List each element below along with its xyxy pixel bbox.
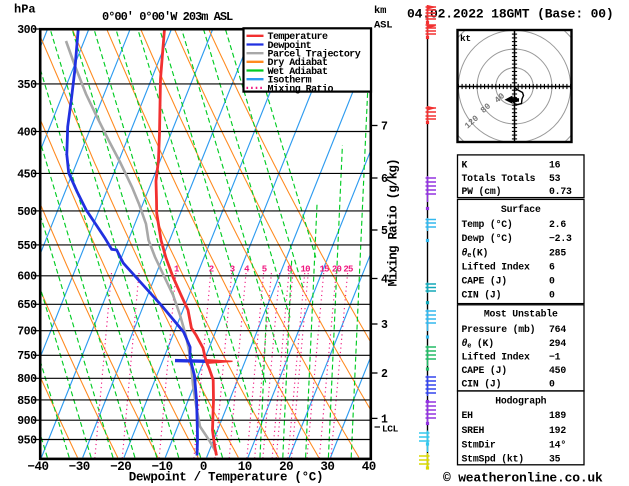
- svg-text:Dewp (°C): Dewp (°C): [462, 233, 513, 244]
- svg-text:189: 189: [549, 410, 566, 421]
- svg-text:650: 650: [17, 299, 37, 312]
- svg-text:0: 0: [549, 276, 555, 287]
- svg-text:Mixing Ratio: Mixing Ratio: [268, 83, 334, 95]
- svg-text:4: 4: [244, 264, 250, 274]
- svg-text:40: 40: [362, 460, 376, 474]
- svg-text:10: 10: [300, 264, 310, 274]
- svg-text:3: 3: [381, 319, 388, 332]
- svg-text:750: 750: [17, 350, 37, 363]
- svg-text:900: 900: [17, 415, 37, 428]
- svg-text:2: 2: [381, 368, 388, 381]
- svg-text:K: K: [462, 159, 468, 170]
- svg-text:CIN (J): CIN (J): [462, 290, 502, 301]
- svg-text:192: 192: [549, 425, 566, 436]
- svg-text:550: 550: [17, 240, 37, 253]
- svg-text:−1: −1: [549, 351, 561, 362]
- svg-text:7: 7: [381, 121, 388, 134]
- svg-text:53: 53: [549, 173, 561, 184]
- svg-text:km: km: [374, 5, 386, 17]
- svg-text:800: 800: [17, 373, 37, 386]
- svg-text:4: 4: [381, 274, 388, 287]
- svg-text:−30: −30: [69, 460, 90, 474]
- svg-text:450: 450: [17, 168, 37, 181]
- svg-text:Lifted Index: Lifted Index: [462, 261, 530, 272]
- svg-text:StmDir: StmDir: [462, 440, 496, 451]
- svg-text:35: 35: [549, 454, 561, 465]
- svg-text:Temp (°C): Temp (°C): [462, 219, 513, 230]
- svg-text:Isotherm: Isotherm: [268, 75, 312, 87]
- svg-text:2: 2: [209, 264, 214, 274]
- svg-text:Lifted Index: Lifted Index: [462, 351, 530, 362]
- svg-text:0: 0: [549, 290, 555, 301]
- svg-text:20: 20: [332, 264, 342, 274]
- svg-text:CAPE (J): CAPE (J): [462, 365, 507, 376]
- svg-text:Pressure (mb): Pressure (mb): [462, 324, 536, 335]
- svg-text:8: 8: [287, 264, 292, 274]
- svg-text:StmSpd (kt): StmSpd (kt): [462, 454, 524, 465]
- svg-text:294: 294: [549, 338, 566, 349]
- svg-text:10: 10: [238, 460, 252, 474]
- svg-text:θe(K): θe(K): [462, 247, 489, 259]
- svg-text:−20: −20: [110, 460, 131, 474]
- svg-text:1: 1: [174, 264, 180, 274]
- svg-text:14°: 14°: [549, 440, 566, 451]
- svg-text:Most Unstable: Most Unstable: [484, 308, 558, 319]
- svg-text:CAPE (J): CAPE (J): [462, 276, 507, 287]
- svg-text:Surface: Surface: [501, 204, 541, 215]
- svg-text:16: 16: [549, 159, 561, 170]
- svg-text:−2.3: −2.3: [549, 233, 572, 244]
- svg-text:Dewpoint: Dewpoint: [268, 40, 312, 52]
- svg-text:CIN (J): CIN (J): [462, 379, 502, 390]
- svg-text:Totals Totals: Totals Totals: [462, 173, 536, 184]
- svg-text:−40: −40: [27, 460, 48, 474]
- svg-text:1: 1: [381, 413, 388, 426]
- svg-text:kt: kt: [460, 33, 471, 44]
- svg-text:EH: EH: [462, 410, 474, 421]
- svg-text:400: 400: [17, 126, 37, 139]
- svg-text:Temperature: Temperature: [268, 32, 329, 43]
- svg-text:20: 20: [279, 460, 293, 474]
- svg-text:6: 6: [381, 173, 388, 186]
- svg-text:15: 15: [319, 264, 329, 274]
- svg-text:© weatheronline.co.uk: © weatheronline.co.uk: [443, 471, 603, 486]
- svg-text:Wet Adiabat: Wet Adiabat: [268, 66, 329, 78]
- svg-text:6: 6: [549, 261, 555, 272]
- svg-text:ASL: ASL: [374, 20, 392, 32]
- svg-text:764: 764: [549, 324, 566, 335]
- svg-text:PW (cm): PW (cm): [462, 186, 502, 197]
- svg-text:0: 0: [200, 460, 207, 474]
- svg-text:2.6: 2.6: [549, 219, 566, 230]
- svg-text:04.02.2022 18GMT (Base: 00): 04.02.2022 18GMT (Base: 00): [407, 7, 614, 22]
- svg-text:950: 950: [17, 434, 37, 447]
- svg-text:5: 5: [381, 225, 388, 238]
- svg-text:30: 30: [320, 460, 334, 474]
- svg-text:850: 850: [17, 395, 37, 408]
- svg-text:285: 285: [549, 247, 566, 258]
- svg-text:700: 700: [17, 326, 37, 339]
- svg-text:5: 5: [262, 264, 267, 274]
- svg-text:−10: −10: [152, 460, 173, 474]
- svg-text:3: 3: [230, 264, 235, 274]
- svg-text:300: 300: [17, 24, 37, 37]
- svg-text:hPa: hPa: [14, 3, 36, 17]
- svg-text:350: 350: [17, 79, 37, 92]
- svg-text:600: 600: [17, 271, 37, 284]
- svg-text:500: 500: [17, 206, 37, 219]
- svg-text:25: 25: [343, 264, 353, 274]
- svg-text:Parcel Trajectory: Parcel Trajectory: [268, 49, 361, 61]
- svg-text:0.73: 0.73: [549, 186, 572, 197]
- svg-text:0: 0: [549, 379, 555, 390]
- svg-text:Dewpoint / Temperature (°C): Dewpoint / Temperature (°C): [129, 471, 323, 485]
- svg-text:SREH: SREH: [462, 425, 485, 436]
- svg-text:0°00' 0°00'W 203m ASL: 0°00' 0°00'W 203m ASL: [102, 10, 233, 24]
- svg-text:Mixing Ratio (g/kg): Mixing Ratio (g/kg): [387, 159, 401, 286]
- svg-text:Dry Adiabat: Dry Adiabat: [268, 57, 329, 69]
- svg-text:θe (K): θe (K): [462, 338, 494, 351]
- svg-text:Hodograph: Hodograph: [495, 395, 546, 406]
- svg-text:450: 450: [549, 365, 566, 376]
- svg-text:LCL: LCL: [382, 424, 399, 435]
